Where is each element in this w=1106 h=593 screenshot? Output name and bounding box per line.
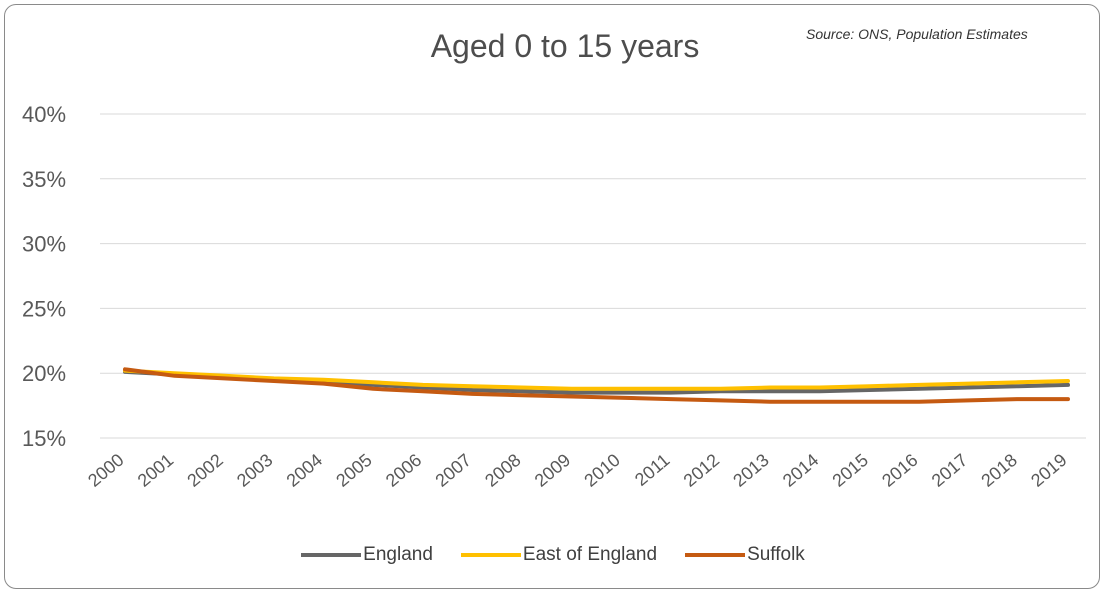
x-tick-label: 2009 [531,450,575,491]
x-tick-label: 2018 [977,450,1021,491]
legend-swatch [301,553,362,557]
x-tick-label: 2011 [631,450,674,490]
x-tick-label: 2016 [878,450,922,491]
x-tick-label: 2001 [134,450,178,491]
x-tick-label: 2002 [183,450,227,491]
x-tick-label: 2008 [481,450,525,491]
x-tick-label: 2004 [283,450,327,491]
source-note: Source: ONS, Population Estimates [806,26,1028,42]
x-tick-label: 2010 [580,450,624,491]
legend-item: Suffolk [685,544,805,566]
x-tick-label: 2019 [1027,450,1071,491]
legend-item: East of England [460,544,658,566]
x-tick-label: 2005 [332,450,376,491]
x-tick-label: 2017 [928,450,972,491]
y-tick-label: 35% [22,167,66,192]
legend-swatch [460,553,521,557]
x-tick-label: 2014 [779,450,823,491]
y-tick-label: 15% [22,426,66,451]
chart-frame [4,4,1100,589]
x-tick-label: 2006 [382,450,426,491]
y-tick-label: 20% [22,361,66,386]
legend-label: Suffolk [747,544,805,565]
series-line-suffolk [123,367,1070,404]
x-tick-label: 2013 [729,450,773,491]
legend-label: England [363,544,433,565]
y-tick-label: 30% [22,232,66,257]
x-tick-label: 2015 [829,450,873,491]
legend-item: England [301,544,433,566]
series-line-east-of-england [123,368,1070,391]
y-tick-label: 40% [22,102,66,127]
legend-label: East of England [522,544,658,565]
x-tick-label: 2012 [680,450,724,491]
y-tick-label: 25% [22,296,66,321]
legend-swatch [685,553,746,557]
chart-title: Aged 0 to 15 years [430,28,700,64]
x-tick-label: 2003 [233,450,277,491]
x-tick-label: 2000 [84,450,128,491]
x-tick-label: 2007 [431,450,475,491]
chart-legend: England East of England Suffolk [0,544,1106,566]
